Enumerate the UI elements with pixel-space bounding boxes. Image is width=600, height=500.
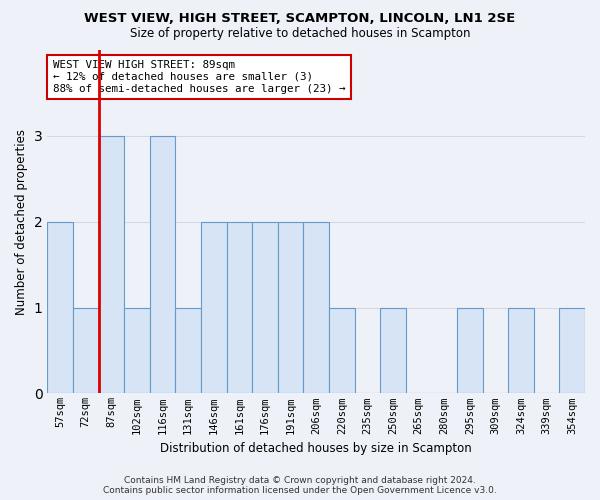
Bar: [457, 308, 482, 394]
Bar: [124, 308, 150, 394]
Y-axis label: Number of detached properties: Number of detached properties: [15, 128, 28, 314]
Bar: [380, 308, 406, 394]
Text: WEST VIEW, HIGH STREET, SCAMPTON, LINCOLN, LN1 2SE: WEST VIEW, HIGH STREET, SCAMPTON, LINCOL…: [85, 12, 515, 26]
Bar: [98, 136, 124, 394]
Bar: [508, 308, 534, 394]
Bar: [175, 308, 201, 394]
Bar: [278, 222, 304, 394]
Bar: [559, 308, 585, 394]
Bar: [201, 222, 227, 394]
Bar: [47, 222, 73, 394]
Bar: [252, 222, 278, 394]
Text: Contains HM Land Registry data © Crown copyright and database right 2024.
Contai: Contains HM Land Registry data © Crown c…: [103, 476, 497, 495]
Text: Size of property relative to detached houses in Scampton: Size of property relative to detached ho…: [130, 28, 470, 40]
Bar: [304, 222, 329, 394]
X-axis label: Distribution of detached houses by size in Scampton: Distribution of detached houses by size …: [160, 442, 472, 455]
Bar: [329, 308, 355, 394]
Bar: [73, 308, 98, 394]
Bar: [150, 136, 175, 394]
Bar: [227, 222, 252, 394]
Text: WEST VIEW HIGH STREET: 89sqm
← 12% of detached houses are smaller (3)
88% of sem: WEST VIEW HIGH STREET: 89sqm ← 12% of de…: [53, 60, 345, 94]
